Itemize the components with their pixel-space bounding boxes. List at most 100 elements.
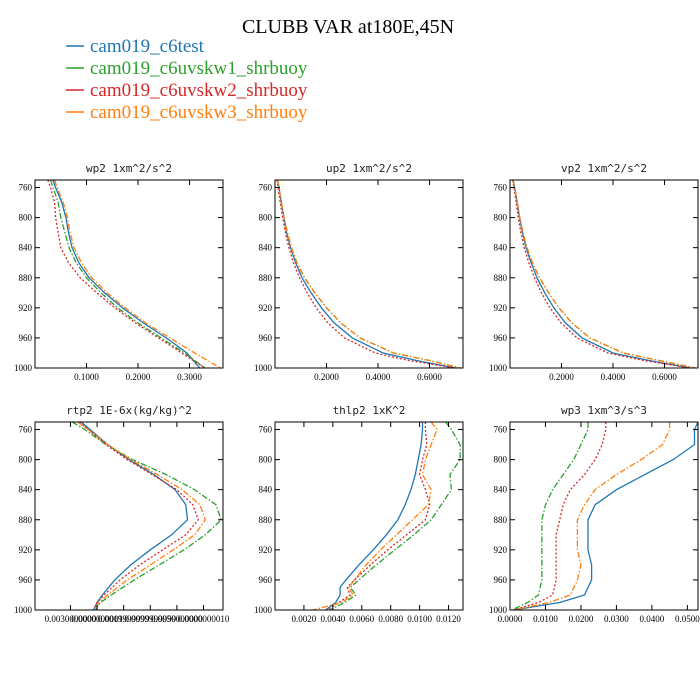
panel-title-2: vp2 1xm^2/s^2 — [561, 162, 647, 175]
series-line-2-3 — [512, 180, 696, 368]
ytick-label-2-2: 840 — [494, 243, 508, 253]
ytick-label-5-1: 800 — [494, 455, 508, 465]
series-line-0-3 — [53, 180, 221, 368]
xtick-label-3-1: 0.0000000001 — [71, 614, 123, 624]
series-line-5-3 — [513, 422, 671, 610]
xtick-label-3-4: 0.0050000000 — [151, 614, 203, 624]
ytick-label-2-0: 760 — [494, 183, 508, 193]
xtick-label-1-1: 0.4000 — [366, 372, 391, 382]
series-line-1-1 — [276, 180, 461, 368]
ytick-label-1-4: 920 — [259, 303, 273, 313]
series-line-4-3 — [312, 422, 438, 610]
xtick-label-3-2: 0.0019999999 — [98, 614, 150, 624]
series-line-2-0 — [512, 180, 691, 368]
panel-2: vp2 1xm^2/s^2 760 800 840 880 920 960 1000 0.200… — [489, 162, 699, 382]
ytick-label-3-1: 800 — [19, 455, 33, 465]
panel-title-1: up2 1xm^2/s^2 — [326, 162, 412, 175]
xtick-label-3-0: 0.0030000000 — [45, 614, 97, 624]
panel-frame-3 — [34, 421, 224, 611]
panel-5: wp3 1xm^3/s^3 760 800 840 880 920 960 10000.000… — [489, 404, 700, 624]
ytick-label-0-3: 880 — [19, 273, 33, 283]
xtick-label-0-0: 0.1000 — [74, 372, 99, 382]
series-line-3-2 — [78, 422, 199, 610]
ytick-label-5-4: 920 — [494, 545, 508, 555]
ytick-label-5-6: 1000 — [489, 605, 508, 615]
ytick-label-1-6: 1000 — [254, 363, 273, 373]
series-line-3-0 — [80, 422, 189, 610]
ytick-label-2-1: 800 — [494, 213, 508, 223]
xtick-label-3-3: 0.0099999999 — [124, 614, 176, 624]
series-line-4-2 — [326, 422, 431, 610]
xtick-label-4-1: 0.0040 — [320, 614, 345, 624]
series-line-0-0 — [52, 180, 201, 368]
ytick-label-0-0: 760 — [19, 183, 33, 193]
series-line-5-0 — [513, 422, 698, 610]
legend-label-0: cam019_c6test — [90, 36, 205, 57]
ytick-label-3-5: 960 — [19, 575, 33, 585]
xtick-label-5-1: 0.0100 — [533, 614, 558, 624]
ytick-label-5-2: 840 — [494, 485, 508, 495]
legend-label-3: cam019_c6uvskw3_shrbuoy — [90, 102, 308, 123]
ytick-label-0-4: 920 — [19, 303, 33, 313]
ytick-label-5-3: 880 — [494, 515, 508, 525]
legend-label-1: cam019_c6uvskw1_shrbuoy — [90, 58, 308, 79]
ytick-label-4-3: 880 — [259, 515, 273, 525]
ytick-label-4-4: 920 — [259, 545, 273, 555]
ytick-label-5-5: 960 — [494, 575, 508, 585]
series-line-2-1 — [512, 180, 696, 368]
xtick-label-4-4: 0.0100 — [407, 614, 432, 624]
xtick-label-5-4: 0.0400 — [640, 614, 665, 624]
xtick-label-4-3: 0.0080 — [378, 614, 403, 624]
ytick-label-4-6: 1000 — [254, 605, 273, 615]
xtick-label-5-5: 0.0500 — [675, 614, 700, 624]
ytick-label-3-3: 880 — [19, 515, 33, 525]
series-line-5-1 — [511, 422, 589, 610]
ytick-label-1-5: 960 — [259, 333, 273, 343]
panel-title-5: wp3 1xm^3/s^3 — [561, 404, 647, 417]
panel-frame-2 — [509, 179, 699, 369]
panel-3: rtp2 1E-6x(kg/kg)^2 760 800 840 880 920 960 100… — [14, 404, 230, 624]
ytick-label-2-5: 960 — [494, 333, 508, 343]
panel-title-0: wp2 1xm^2/s^2 — [86, 162, 172, 175]
xtick-label-0-2: 0.3000 — [177, 372, 202, 382]
ytick-label-0-5: 960 — [19, 333, 33, 343]
ytick-label-4-0: 760 — [259, 425, 273, 435]
series-line-0-2 — [47, 180, 206, 368]
series-line-2-2 — [511, 180, 691, 368]
ytick-label-2-4: 920 — [494, 303, 508, 313]
series-line-4-1 — [329, 422, 461, 610]
xtick-label-2-1: 0.4000 — [601, 372, 626, 382]
ytick-label-2-6: 1000 — [489, 363, 508, 373]
xtick-label-4-0: 0.0020 — [292, 614, 317, 624]
xtick-label-4-5: 0.0120 — [436, 614, 461, 624]
ytick-label-3-4: 920 — [19, 545, 33, 555]
ytick-label-1-1: 800 — [259, 213, 273, 223]
xtick-label-5-0: 0.0000 — [498, 614, 523, 624]
ytick-label-1-3: 880 — [259, 273, 273, 283]
series-line-3-3 — [77, 422, 207, 610]
xtick-label-4-2: 0.0060 — [349, 614, 374, 624]
series-line-1-3 — [276, 180, 461, 368]
series-line-1-0 — [276, 180, 456, 368]
series-line-3-1 — [71, 422, 222, 610]
ytick-label-1-2: 840 — [259, 243, 273, 253]
panel-1: up2 1xm^2/s^2 760 800 840 880 920 960 1000 0.200… — [254, 162, 464, 382]
xtick-label-0-1: 0.2000 — [126, 372, 151, 382]
xtick-label-1-2: 0.6000 — [417, 372, 442, 382]
ytick-label-4-5: 960 — [259, 575, 273, 585]
panel-frame-0 — [34, 179, 224, 369]
series-line-0-1 — [49, 180, 206, 368]
ytick-label-3-2: 840 — [19, 485, 33, 495]
ytick-label-4-2: 840 — [259, 485, 273, 495]
ytick-label-3-6: 1000 — [14, 605, 33, 615]
ytick-label-0-6: 1000 — [14, 363, 33, 373]
ytick-label-0-2: 840 — [19, 243, 33, 253]
ytick-label-0-1: 800 — [19, 213, 33, 223]
series-line-1-2 — [276, 180, 456, 368]
series-line-5-2 — [513, 422, 607, 610]
xtick-label-5-3: 0.0300 — [604, 614, 629, 624]
panels: wp2 1xm^2/s^2 760 800 840 880 920 960 1000 0.100… — [14, 162, 700, 624]
